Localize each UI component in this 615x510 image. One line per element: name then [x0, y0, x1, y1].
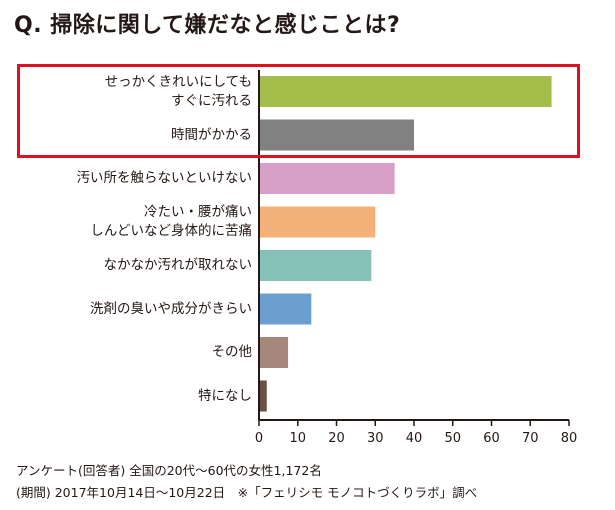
bar-0: [259, 76, 552, 107]
x-tick-label-0: 0: [255, 431, 263, 446]
category-label-0: せっかくきれいにしてもすぐに汚れる: [105, 73, 252, 111]
category-label-7: 特になし: [198, 387, 252, 406]
category-label-2: 汚い所を触らないといけない: [77, 169, 253, 188]
category-label-line: なかなか汚れが取れない: [103, 257, 253, 273]
category-label-1: 時間がかかる: [171, 126, 252, 145]
category-label-3: 冷たい・腰が痛いしんどいなど身体的に苦痛: [90, 203, 252, 241]
bar-5: [259, 293, 312, 325]
category-label-line: 時間がかかる: [171, 126, 252, 143]
bar-7: [259, 380, 267, 412]
chart-title: Q. 掃除に関して嫌だなと感じことは?: [14, 13, 401, 38]
bar-2: [259, 163, 395, 194]
bar-1: [259, 119, 414, 151]
x-tick-label-4: 40: [406, 431, 423, 446]
category-label-line: その他: [211, 344, 253, 360]
category-label-line: すぐに汚れる: [171, 92, 252, 109]
x-tick-label-1: 10: [289, 431, 306, 446]
bar-6: [259, 337, 289, 368]
x-tick-label-5: 50: [444, 431, 461, 446]
category-label-line: せっかくきれいにしても: [104, 73, 252, 90]
category-label-line: しんどいなど身体的に苦痛: [90, 223, 252, 239]
survey-period-note: (期間) 2017年10月14日〜10月22日 ※「フェリシモ モノコトづくりラ…: [16, 485, 478, 500]
survey-respondents-note: アンケート(回答者) 全国の20代〜60代の女性1,172名: [16, 463, 322, 478]
x-tick-label-8: 80: [561, 431, 578, 446]
x-tick-label-3: 30: [367, 431, 384, 446]
x-tick-label-6: 60: [483, 431, 500, 446]
category-label-5: 洗剤の臭いや成分がきらい: [90, 300, 252, 319]
category-label-line: 汚い所を触らないといけない: [76, 170, 253, 186]
highlight-box: [17, 64, 580, 158]
category-label-line: 特になし: [198, 387, 252, 404]
category-label-line: 洗剤の臭いや成分がきらい: [90, 300, 252, 317]
bar-chart: 0 10 20 30 40 50 60 70 80: [255, 70, 578, 446]
category-label-line: 冷たい・腰が痛い: [144, 204, 252, 220]
bar-4: [259, 250, 372, 281]
category-label-4: なかなか汚れが取れない: [104, 256, 253, 275]
bar-3: [259, 206, 376, 238]
x-tick-label-2: 20: [328, 431, 345, 446]
x-tick-label-7: 70: [522, 431, 539, 446]
category-label-6: その他: [212, 343, 253, 362]
